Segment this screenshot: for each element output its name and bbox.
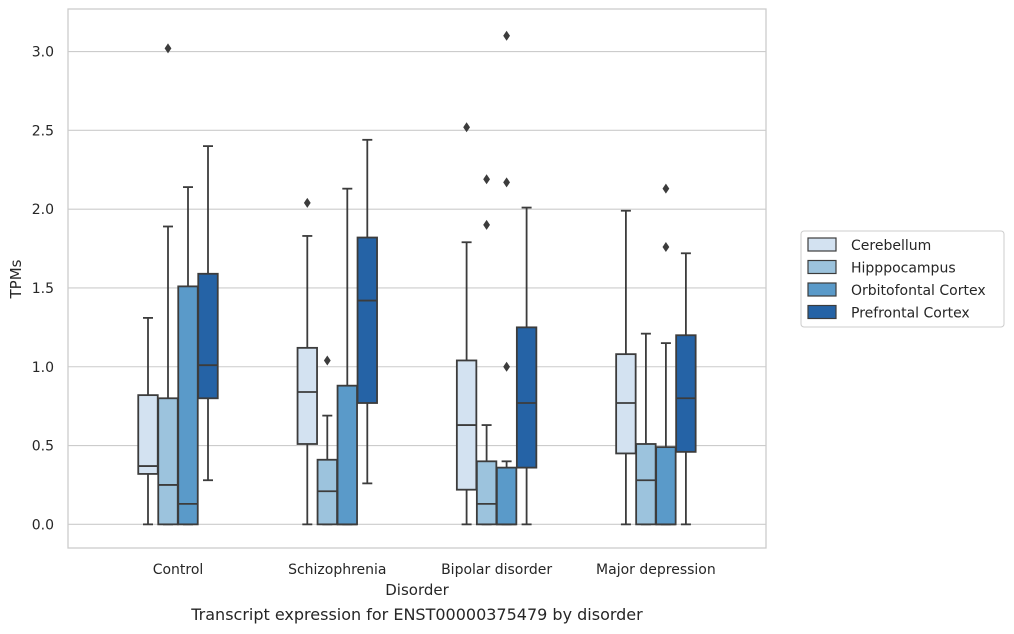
legend-label: Orbitofontal Cortex — [851, 283, 986, 299]
outlier-point — [662, 241, 670, 252]
box-group — [356, 138, 378, 485]
outlier-point — [164, 43, 172, 54]
y-tick-label: 3.0 — [32, 45, 54, 61]
box-group — [515, 206, 538, 526]
box-group — [475, 174, 498, 526]
legend-swatch — [807, 237, 837, 252]
y-tick-label: 1.5 — [32, 281, 54, 297]
box — [675, 334, 697, 453]
box-group — [336, 187, 358, 526]
x-tick-label: Bipolar disorder — [441, 562, 552, 578]
y-tick-label: 0.5 — [32, 439, 54, 455]
outlier-point — [503, 177, 510, 188]
box-group — [655, 183, 677, 526]
outlier-point — [662, 183, 670, 194]
box — [655, 446, 677, 526]
box-group — [455, 122, 478, 526]
y-tick-label: 1.0 — [32, 360, 54, 376]
outlier-point — [483, 174, 490, 185]
x-tick-label: Control — [153, 562, 204, 578]
legend-swatch — [807, 259, 837, 275]
box-group — [615, 209, 637, 526]
x-tick-label: Schizophrenia — [288, 562, 386, 578]
y-axis-ticks: 0.0 0.5 1.0 1.5 2.0 2.5 3.0 — [32, 45, 54, 534]
outlier-point — [303, 197, 311, 208]
outlier-point — [323, 355, 331, 366]
box-group — [197, 145, 219, 482]
box — [635, 443, 657, 526]
plot-area — [67, 8, 767, 549]
box — [475, 460, 498, 526]
box-group — [635, 332, 657, 526]
box-group — [157, 43, 179, 526]
outlier-point — [503, 361, 510, 372]
legend-swatch — [807, 304, 837, 320]
box-group — [177, 186, 199, 526]
x-tick-label: Major depression — [596, 562, 716, 578]
x-axis-label: Disorder — [385, 581, 449, 599]
legend-swatch — [807, 282, 837, 297]
box-group — [675, 252, 697, 526]
box-group — [495, 30, 518, 526]
y-tick-label: 0.0 — [32, 517, 54, 533]
legend-label: Prefrontal Cortex — [851, 306, 970, 322]
box — [197, 272, 219, 400]
legend-frame — [800, 230, 1005, 328]
box — [515, 326, 538, 469]
y-tick-label: 2.0 — [32, 202, 54, 218]
outlier-point — [463, 122, 470, 133]
box — [137, 394, 159, 475]
legend-label: Hipppocampus — [851, 261, 956, 277]
box — [495, 466, 518, 526]
y-tick-label: 2.5 — [32, 123, 54, 139]
legend-label: Cerebellum — [851, 238, 931, 254]
x-axis-ticks: Control Schizophrenia Bipolar disorder Majo… — [153, 562, 716, 578]
box-plots — [137, 30, 697, 526]
legend: Cerebellum Hipppocampus Orbitofontal Corte… — [800, 230, 1005, 328]
box-group — [296, 197, 318, 526]
figure-caption: Transcript expression for ENST0000037547… — [191, 605, 643, 624]
outlier-point — [483, 219, 490, 230]
box — [296, 346, 318, 445]
box-group — [316, 355, 338, 526]
box-group — [137, 317, 159, 526]
box — [177, 285, 199, 526]
y-axis-label: TPMs — [7, 259, 25, 299]
outlier-point — [503, 30, 510, 41]
box — [157, 397, 179, 526]
box — [336, 384, 358, 526]
box — [356, 236, 378, 404]
